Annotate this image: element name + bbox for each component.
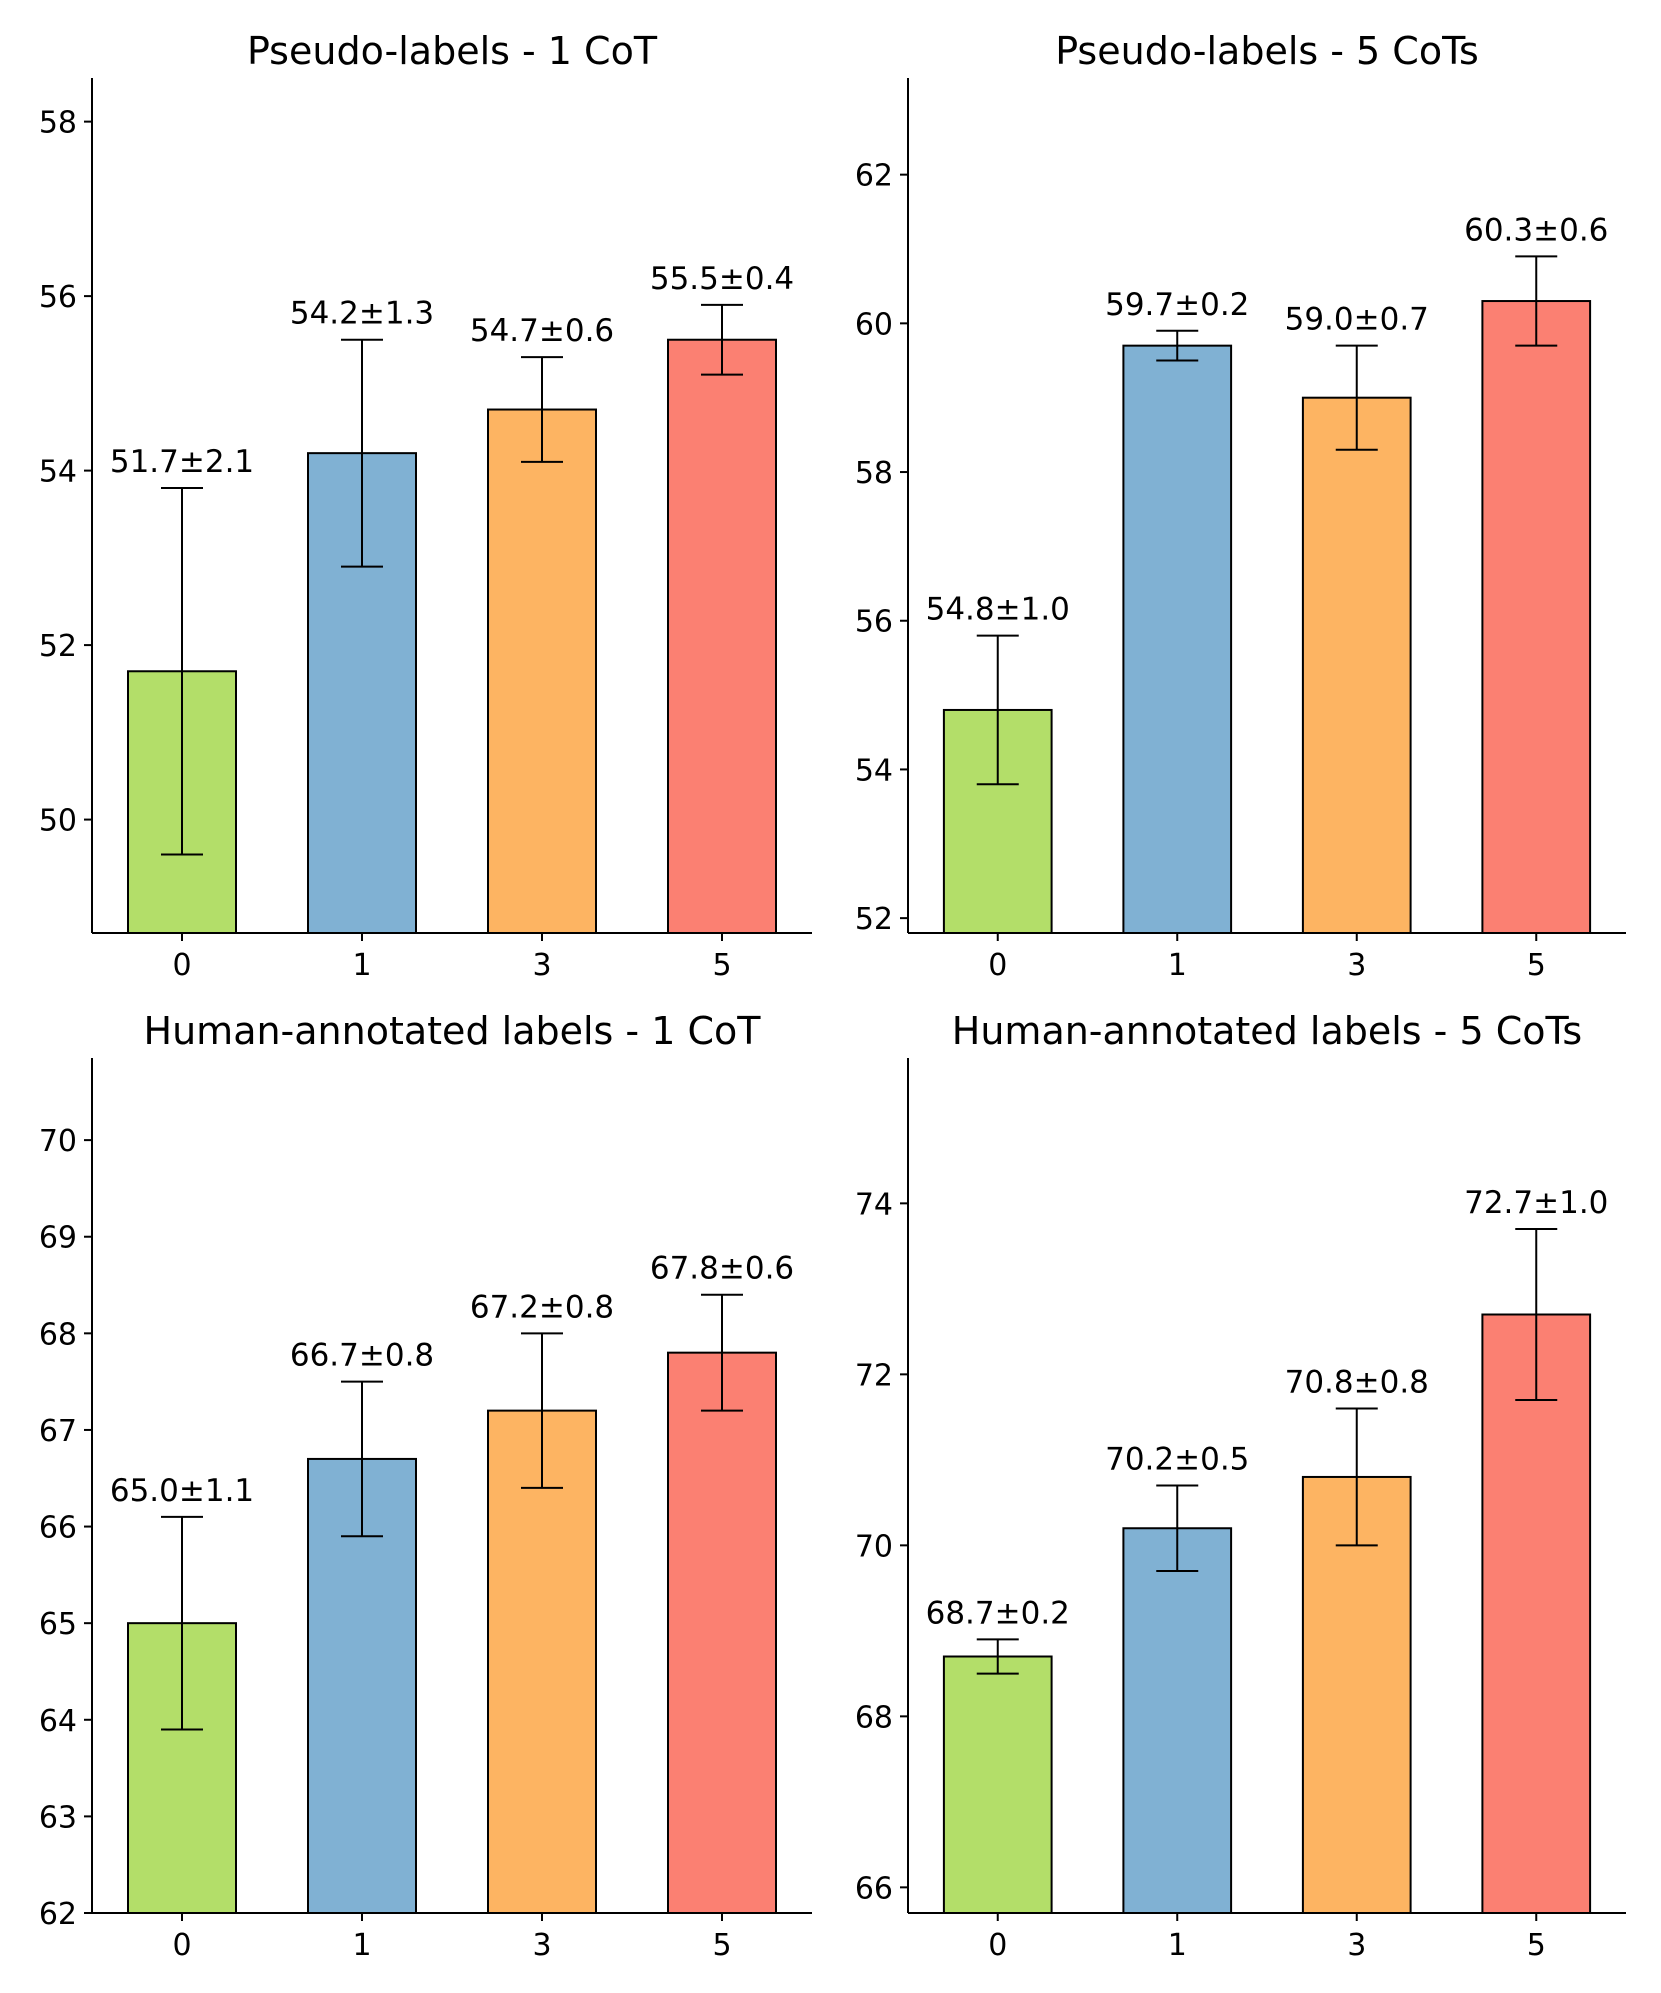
x-tick-label: 5 (1527, 948, 1546, 983)
x-tick-label: 0 (988, 1928, 1007, 1963)
y-tick-label: 70 (39, 1124, 77, 1159)
y-tick-label: 62 (39, 1897, 77, 1932)
x-tick-label: 0 (988, 948, 1007, 983)
x-tick-label: 1 (352, 1928, 371, 1963)
x-tick-label: 5 (712, 1928, 731, 1963)
data-label-5: 55.5±0.4 (650, 261, 794, 297)
y-tick-label: 62 (855, 159, 893, 194)
y-tick-label: 54 (855, 753, 893, 788)
bar-5 (667, 338, 777, 934)
y-tick-label: 54 (39, 455, 77, 490)
y-tick-label: 58 (39, 106, 77, 141)
bar-5 (667, 1351, 777, 1914)
chart-title: Human-annotated labels - 1 CoT (144, 1009, 762, 1053)
y-tick-label: 69 (39, 1221, 77, 1256)
data-label-5: 60.3±0.6 (1464, 212, 1608, 248)
y-tick-label: 74 (855, 1187, 893, 1222)
y-tick-label: 63 (39, 1800, 77, 1835)
bar-3 (1301, 1475, 1412, 1914)
y-tick-label: 72 (855, 1358, 893, 1393)
data-label-5: 67.8±0.6 (650, 1251, 794, 1287)
y-tick-label: 68 (39, 1317, 77, 1352)
chart-title: Human-annotated labels - 5 CoTs (952, 1009, 1582, 1053)
x-tick-label: 3 (1347, 948, 1366, 983)
data-label-3: 59.0±0.7 (1285, 302, 1429, 338)
data-label-0: 54.8±1.0 (926, 592, 1070, 628)
x-tick-label: 5 (712, 948, 731, 983)
x-tick-label: 3 (1347, 1928, 1366, 1963)
x-tick-label: 0 (172, 948, 191, 983)
y-tick-label: 52 (855, 902, 893, 937)
data-label-1: 59.7±0.2 (1105, 287, 1249, 323)
x-tick-label: 1 (1168, 948, 1187, 983)
y-tick-label: 56 (855, 605, 893, 640)
data-label-3: 70.8±0.8 (1285, 1365, 1429, 1401)
data-label-1: 70.2±0.5 (1105, 1442, 1249, 1478)
y-tick-label: 67 (39, 1414, 77, 1449)
bar-5 (1481, 1313, 1592, 1914)
y-tick-label: 68 (855, 1700, 893, 1735)
x-tick-label: 0 (172, 1928, 191, 1963)
bar-5 (1481, 300, 1592, 935)
chart-panel-2: Human-annotated labels - 1 CoT 65.0±1.1 0 6… (39, 1009, 812, 1963)
bar-1 (1122, 1527, 1233, 1914)
bar-3 (487, 1409, 597, 1914)
bar-1 (1122, 344, 1233, 934)
bar-3 (487, 408, 597, 934)
y-tick-label: 64 (39, 1704, 77, 1739)
chart-panel-1: Pseudo-labels - 5 CoTs 54.8±1.0 0 59.7±0.2 1… (855, 29, 1626, 983)
data-label-1: 66.7±0.8 (290, 1338, 434, 1374)
chart-panel-0: Pseudo-labels - 1 CoT 51.7±2.1 0 54.2±1.3 1 5… (39, 29, 812, 983)
data-label-0: 51.7±2.1 (110, 444, 254, 480)
data-label-0: 65.0±1.1 (110, 1473, 254, 1509)
y-tick-label: 65 (39, 1607, 77, 1642)
y-tick-label: 58 (855, 456, 893, 491)
x-tick-label: 1 (1168, 1928, 1187, 1963)
bar-0 (942, 1655, 1053, 1914)
y-tick-label: 70 (855, 1529, 893, 1564)
bar-3 (1301, 396, 1412, 934)
y-tick-label: 66 (39, 1511, 77, 1546)
x-tick-label: 1 (352, 948, 371, 983)
x-tick-label: 3 (532, 948, 551, 983)
y-tick-label: 52 (39, 629, 77, 664)
chart-title: Pseudo-labels - 5 CoTs (1055, 29, 1479, 73)
y-tick-label: 66 (855, 1871, 893, 1906)
chart-panel-3: Human-annotated labels - 5 CoTs 68.7±0.2 0… (855, 1009, 1626, 1963)
data-label-3: 54.7±0.6 (470, 313, 614, 349)
y-tick-label: 56 (39, 280, 77, 315)
x-tick-label: 3 (532, 1928, 551, 1963)
x-tick-label: 5 (1527, 1928, 1546, 1963)
y-tick-label: 60 (855, 307, 893, 342)
data-label-0: 68.7±0.2 (926, 1595, 1070, 1631)
y-tick-label: 50 (39, 804, 77, 839)
chart-title: Pseudo-labels - 1 CoT (247, 29, 658, 73)
data-label-3: 67.2±0.8 (470, 1289, 614, 1325)
data-label-5: 72.7±1.0 (1464, 1185, 1608, 1221)
data-label-1: 54.2±1.3 (290, 296, 434, 332)
